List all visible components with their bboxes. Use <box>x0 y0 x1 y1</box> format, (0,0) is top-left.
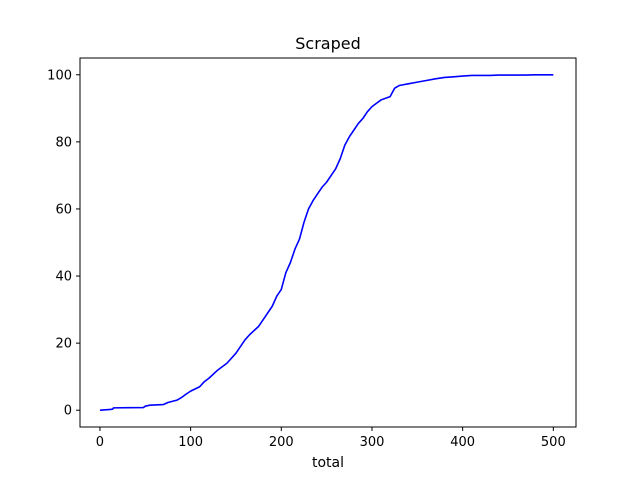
x-tick-label: 200 <box>269 435 294 450</box>
x-tick-label: 300 <box>360 435 385 450</box>
x-tick-label: 500 <box>541 435 566 450</box>
y-tick-label: 100 <box>47 68 72 83</box>
y-tick-label: 80 <box>55 135 72 150</box>
series-line <box>99 73 554 412</box>
x-tick-label: 0 <box>96 435 104 450</box>
x-tick-label: 100 <box>178 435 203 450</box>
x-axis-ticks: 0 100 200 300 400 500 <box>96 427 566 450</box>
x-tick-label: 400 <box>450 435 475 450</box>
y-axis-ticks: 0 20 40 60 80 100 <box>47 68 80 419</box>
plot-area <box>80 58 576 427</box>
y-tick-label: 60 <box>55 202 72 217</box>
y-tick-label: 20 <box>55 337 72 352</box>
y-tick-label: 40 <box>55 270 72 285</box>
x-axis-title: total <box>312 455 344 471</box>
plot-frame <box>79 57 577 428</box>
chart-title: Scraped <box>295 34 361 53</box>
y-tick-label: 0 <box>64 404 72 419</box>
series-layer <box>99 73 554 412</box>
